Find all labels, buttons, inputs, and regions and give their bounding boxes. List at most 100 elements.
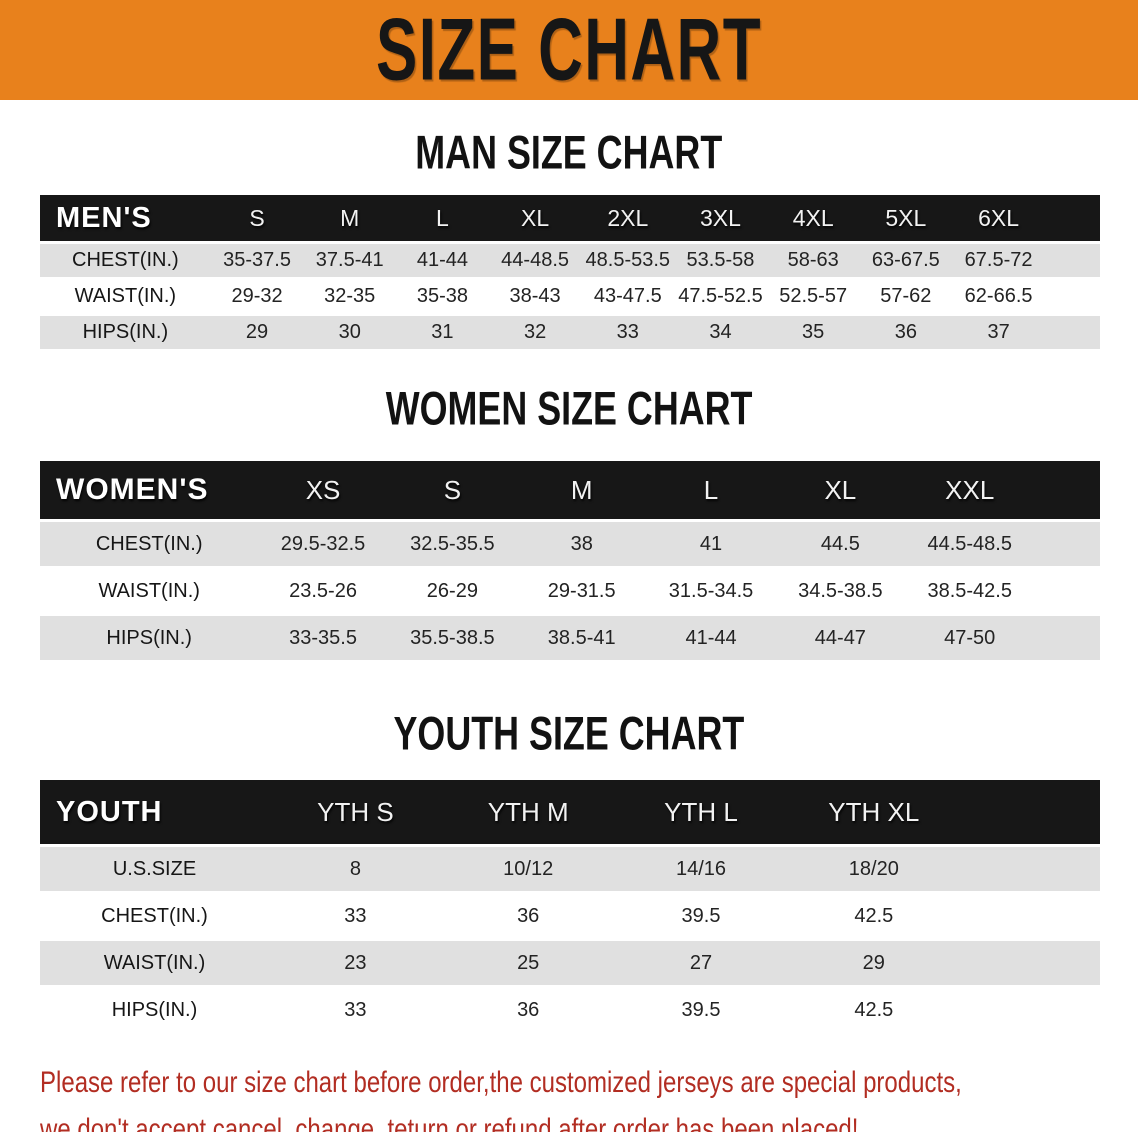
man-section-heading: MAN SIZE CHART — [0, 125, 1138, 179]
spacer-cell — [1034, 616, 1100, 660]
table-row: HIPS(IN.) 29 30 31 32 33 34 35 36 37 — [40, 316, 1100, 349]
table-row: CHEST(IN.) 29.5-32.5 32.5-35.5 38 41 44.5 44.5… — [40, 522, 1100, 566]
table-cell: 63-67.5 — [859, 244, 953, 277]
column-header: XS — [258, 461, 388, 519]
table-cell: 42.5 — [787, 988, 961, 1032]
table-row: WAIST(IN.) 23.5-26 26-29 29-31.5 31.5-34.5 34… — [40, 569, 1100, 613]
column-header: L — [396, 195, 489, 241]
table-cell: 47.5-52.5 — [674, 280, 767, 313]
spacer-cell — [960, 780, 1100, 844]
table-cell: 8 — [269, 847, 442, 891]
table-cell: 33 — [269, 894, 442, 938]
table-cell: 44-47 — [775, 616, 906, 660]
banner-title: SIZE CHART — [376, 1, 762, 99]
table-cell: 23.5-26 — [258, 569, 388, 613]
table-cell: 35 — [766, 316, 860, 349]
women-section-heading: WOMEN SIZE CHART — [0, 381, 1138, 435]
men-size-table: MEN'S S M L XL 2XL 3XL 4XL 5XL 6XL CHEST(IN.) 35-37… — [40, 192, 1100, 352]
table-cell: 41-44 — [646, 616, 776, 660]
row-label: WAIST(IN.) — [40, 569, 259, 613]
table-header-row: WOMEN'S XS S M L XL XXL — [40, 461, 1100, 519]
table-cell: 37 — [952, 316, 1045, 349]
row-label: HIPS(IN.) — [40, 988, 269, 1032]
table-cell: 53.5-58 — [674, 244, 767, 277]
women-size-chart-title: WOMEN SIZE CHART — [385, 381, 753, 435]
table-cell: 29.5-32.5 — [258, 522, 388, 566]
table-cell: 38 — [517, 522, 647, 566]
spacer-cell — [1045, 195, 1100, 241]
spacer-cell — [960, 941, 1100, 985]
header-banner: SIZE CHART — [0, 0, 1138, 100]
table-cell: 23 — [269, 941, 442, 985]
table-header-row: YOUTH YTH S YTH M YTH L YTH XL — [40, 780, 1100, 844]
table-cell: 30 — [303, 316, 397, 349]
footer-line-2: we don't accept cancel, change, teturn o… — [40, 1113, 859, 1132]
table-cell: 44-48.5 — [488, 244, 582, 277]
table-cell: 26-29 — [387, 569, 518, 613]
table-cell: 33 — [269, 988, 442, 1032]
spacer-cell — [960, 847, 1100, 891]
table-cell: 44.5-48.5 — [905, 522, 1035, 566]
column-header: YTH M — [441, 780, 615, 844]
table-cell: 67.5-72 — [952, 244, 1045, 277]
table-cell: 41 — [646, 522, 776, 566]
column-header: 4XL — [766, 195, 860, 241]
table-cell: 32-35 — [303, 280, 397, 313]
table-title-cell: MEN'S — [40, 195, 211, 241]
table-cell: 25 — [441, 941, 615, 985]
table-cell: 27 — [614, 941, 788, 985]
table-cell: 38.5-42.5 — [905, 569, 1035, 613]
table-cell: 34.5-38.5 — [775, 569, 906, 613]
row-label: WAIST(IN.) — [40, 941, 269, 985]
row-label: WAIST(IN.) — [40, 280, 211, 313]
table-cell: 31.5-34.5 — [646, 569, 776, 613]
table-cell: 36 — [441, 988, 615, 1032]
man-size-chart-title: MAN SIZE CHART — [415, 125, 723, 179]
table-cell: 58-63 — [766, 244, 860, 277]
spacer-cell — [1034, 461, 1100, 519]
table-cell: 34 — [674, 316, 767, 349]
table-row: WAIST(IN.) 29-32 32-35 35-38 38-43 43-47.5 47.… — [40, 280, 1100, 313]
table-row: HIPS(IN.) 33-35.5 35.5-38.5 38.5-41 41-44 44-… — [40, 616, 1100, 660]
row-label: HIPS(IN.) — [40, 616, 259, 660]
column-header: M — [303, 195, 397, 241]
row-label: U.S.SIZE — [40, 847, 269, 891]
table-cell: 32 — [488, 316, 582, 349]
table-cell: 29 — [210, 316, 304, 349]
row-label: CHEST(IN.) — [40, 522, 259, 566]
column-header: YTH XL — [787, 780, 961, 844]
row-label: HIPS(IN.) — [40, 316, 211, 349]
table-row: CHEST(IN.) 33 36 39.5 42.5 — [40, 894, 1100, 938]
table-row: U.S.SIZE 8 10/12 14/16 18/20 — [40, 847, 1100, 891]
table-cell: 18/20 — [787, 847, 961, 891]
table-cell: 33-35.5 — [258, 616, 388, 660]
table-cell: 10/12 — [441, 847, 615, 891]
table-cell: 29-32 — [210, 280, 304, 313]
youth-section-heading: YOUTH SIZE CHART — [0, 706, 1138, 759]
column-header: S — [387, 461, 518, 519]
table-cell: 36 — [441, 894, 615, 938]
table-cell: 29-31.5 — [517, 569, 647, 613]
women-size-table: WOMEN'S XS S M L XL XXL CHEST(IN.) 29.5-32.5 32.5… — [40, 458, 1100, 663]
table-cell: 38.5-41 — [517, 616, 647, 660]
column-header: M — [517, 461, 647, 519]
spacer-cell — [960, 988, 1100, 1032]
row-label: CHEST(IN.) — [40, 894, 269, 938]
table-header-row: MEN'S S M L XL 2XL 3XL 4XL 5XL 6XL — [40, 195, 1100, 241]
spacer-cell — [1034, 569, 1100, 613]
table-cell: 35-37.5 — [210, 244, 304, 277]
table-cell: 31 — [396, 316, 489, 349]
table-row: WAIST(IN.) 23 25 27 29 — [40, 941, 1100, 985]
row-label: CHEST(IN.) — [40, 244, 211, 277]
column-header: S — [210, 195, 304, 241]
table-cell: 43-47.5 — [581, 280, 675, 313]
table-cell: 35.5-38.5 — [387, 616, 518, 660]
table-cell: 33 — [581, 316, 675, 349]
table-cell: 38-43 — [488, 280, 582, 313]
footer-note: Please refer to our size chart before or… — [40, 1059, 1104, 1132]
table-cell: 62-66.5 — [952, 280, 1045, 313]
table-cell: 32.5-35.5 — [387, 522, 518, 566]
column-header: XL — [488, 195, 582, 241]
table-title-cell: YOUTH — [40, 780, 269, 844]
table-cell: 47-50 — [905, 616, 1035, 660]
